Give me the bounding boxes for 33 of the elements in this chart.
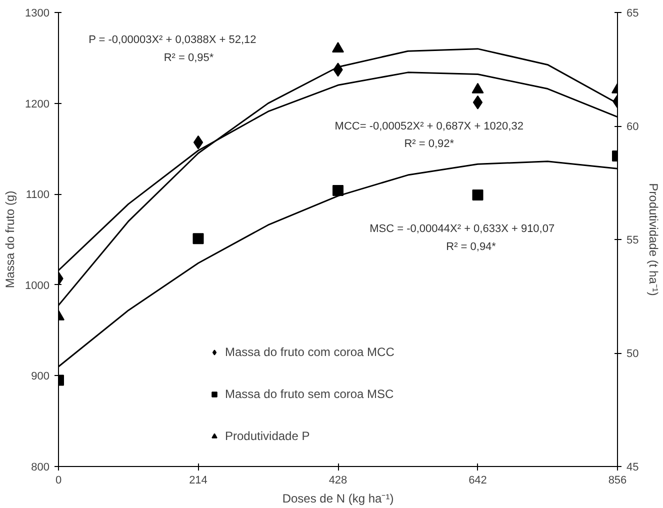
x-axis-title: Doses de N (kg ha⁻¹) <box>282 492 394 506</box>
x-tick-label: 214 <box>189 474 208 486</box>
y-tick-label: 800 <box>31 462 50 474</box>
x-tick-label: 428 <box>328 474 348 486</box>
annotation: MSC = -0,00044X² + 0,633X + 910,07 <box>370 223 555 236</box>
y2-tick-label: 50 <box>626 348 639 360</box>
annotation: R² = 0,94* <box>446 241 497 254</box>
point <box>472 95 483 110</box>
y-axis-title: Massa do fruto (g) <box>3 190 18 288</box>
x-tick-label: 0 <box>55 474 62 486</box>
x-tick-label: 642 <box>468 474 487 486</box>
y-tick-label: 1300 <box>25 8 50 20</box>
annotation: R² = 0,92* <box>404 138 455 150</box>
y2-tick-label: 45 <box>626 462 639 474</box>
y2-tick-label: 65 <box>626 8 639 20</box>
annotation: P = -0,00003X² + 0,0388X + 52,12 <box>88 34 256 46</box>
annotation: R² = 0,95* <box>164 52 214 64</box>
legend-label: Produtividade P <box>225 429 310 443</box>
point <box>332 184 344 196</box>
annotation: MCC= -0,00052X² + 0,687X + 1020,32 <box>334 120 524 132</box>
y-tick-label: 1000 <box>25 280 50 292</box>
y2-tick-label: 60 <box>626 121 639 133</box>
y2-axis-title: Produtividade (t ha⁻¹) <box>646 183 661 296</box>
legend-label: Massa do fruto sem coroa MSC <box>225 387 394 401</box>
point <box>472 190 484 201</box>
y-tick-label: 900 <box>31 370 50 383</box>
point <box>193 135 204 150</box>
y-tick-label: 1100 <box>26 189 50 202</box>
x-tick-label: 856 <box>608 474 627 486</box>
y-tick-label: 1200 <box>25 98 50 110</box>
point <box>192 233 204 244</box>
legend-label: Massa do fruto com coroa MCC <box>225 345 394 359</box>
y2-tick-label: 55 <box>626 234 639 246</box>
